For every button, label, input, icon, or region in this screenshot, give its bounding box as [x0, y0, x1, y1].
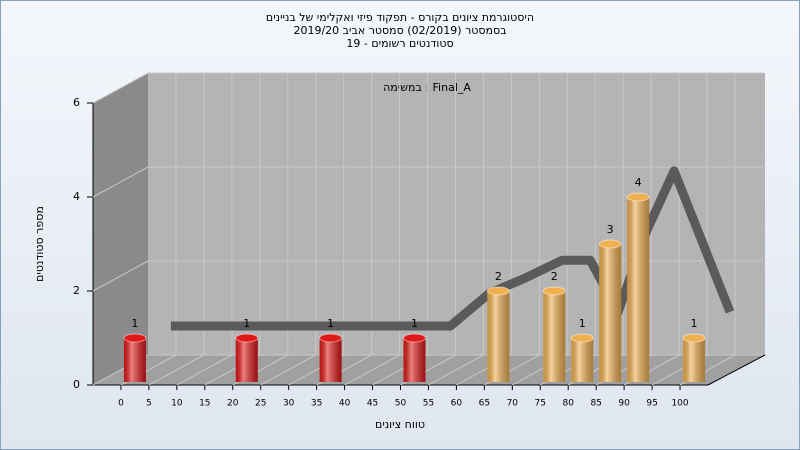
- bar-shine: [571, 338, 594, 382]
- y-axis-label: מספר סטודנטים: [33, 206, 46, 282]
- x-tick-label: 45: [367, 399, 378, 409]
- bar-shine: [683, 338, 706, 382]
- x-tick-label: 65: [479, 399, 490, 409]
- bar-top: [682, 333, 706, 343]
- bar-shine: [403, 338, 426, 382]
- y-tick-label: 6: [73, 96, 80, 109]
- value-label: 3: [607, 223, 614, 236]
- bar-shine: [319, 338, 342, 382]
- bar-top: [235, 333, 259, 343]
- bar-top: [570, 333, 594, 343]
- value-label: 2: [495, 270, 502, 283]
- chart-subtitle: סטודנטים רשומים - 19: [346, 37, 453, 50]
- grid-line: [344, 354, 400, 386]
- x-axis: [707, 354, 766, 386]
- grid-line: [148, 354, 205, 386]
- x-tick-label: 70: [507, 399, 519, 409]
- x-tick-label: 90: [618, 399, 630, 409]
- x-tick-label: 100: [671, 399, 688, 409]
- grid-line: [428, 354, 484, 386]
- bar-shine: [235, 338, 258, 382]
- value-label: 1: [579, 317, 586, 330]
- x-tick-label: 0: [118, 399, 124, 409]
- back-wall: [148, 73, 765, 355]
- bar-top: [319, 333, 343, 343]
- curve: [170, 166, 735, 331]
- bar-top: [123, 333, 147, 343]
- bar-top: [542, 286, 566, 296]
- chart-title: היסטוגרמת ציונים בקורס - תפקוד פיזי ואקל…: [266, 11, 534, 24]
- x-tick-label: 85: [590, 399, 601, 409]
- x-axis-label: טווח ציונים: [375, 418, 425, 431]
- x-tick-label: 55: [423, 399, 434, 409]
- value-label: 1: [327, 317, 334, 330]
- chart-subtitle: בסמסטר (02/2019) סמסטר אביב 2019/20: [293, 24, 506, 37]
- x-tick-label: 95: [646, 399, 657, 409]
- bar-top: [626, 192, 650, 202]
- bar-shine: [627, 197, 650, 382]
- bar-shine: [599, 244, 622, 382]
- grid-line: [260, 354, 316, 386]
- value-label: 1: [411, 317, 418, 330]
- grid-line: [92, 260, 149, 292]
- bar-shine: [487, 291, 510, 382]
- value-label: 4: [635, 176, 642, 189]
- y-tick-label: 4: [73, 190, 80, 203]
- bar-shine: [123, 338, 146, 382]
- side-wall: [93, 73, 148, 385]
- value-label: 1: [243, 317, 250, 330]
- grid-line: [92, 166, 149, 198]
- x-tick-label: 5: [146, 399, 152, 409]
- x-tick-label: 25: [255, 399, 266, 409]
- x-tick-label: 80: [563, 399, 575, 409]
- grid-line: [176, 354, 233, 386]
- x-tick-label: 15: [199, 399, 210, 409]
- y-tick-label: 2: [73, 284, 80, 297]
- value-label: 1: [131, 317, 138, 330]
- bar-top: [402, 333, 426, 343]
- x-tick-label: 30: [283, 399, 295, 409]
- x-tick-label: 35: [311, 399, 322, 409]
- x-tick-label: 10: [171, 399, 183, 409]
- bar-shine: [543, 291, 566, 382]
- bar-top: [598, 239, 622, 249]
- x-tick-label: 75: [535, 399, 546, 409]
- value-label: 1: [691, 317, 698, 330]
- y-tick-label: 0: [73, 378, 80, 391]
- bar-top: [486, 286, 510, 296]
- x-tick-label: 50: [395, 399, 407, 409]
- grid-line: [92, 72, 149, 104]
- value-label: 2: [551, 270, 558, 283]
- x-tick-label: 20: [227, 399, 239, 409]
- x-tick-label: 40: [339, 399, 351, 409]
- x-tick-label: 60: [451, 399, 463, 409]
